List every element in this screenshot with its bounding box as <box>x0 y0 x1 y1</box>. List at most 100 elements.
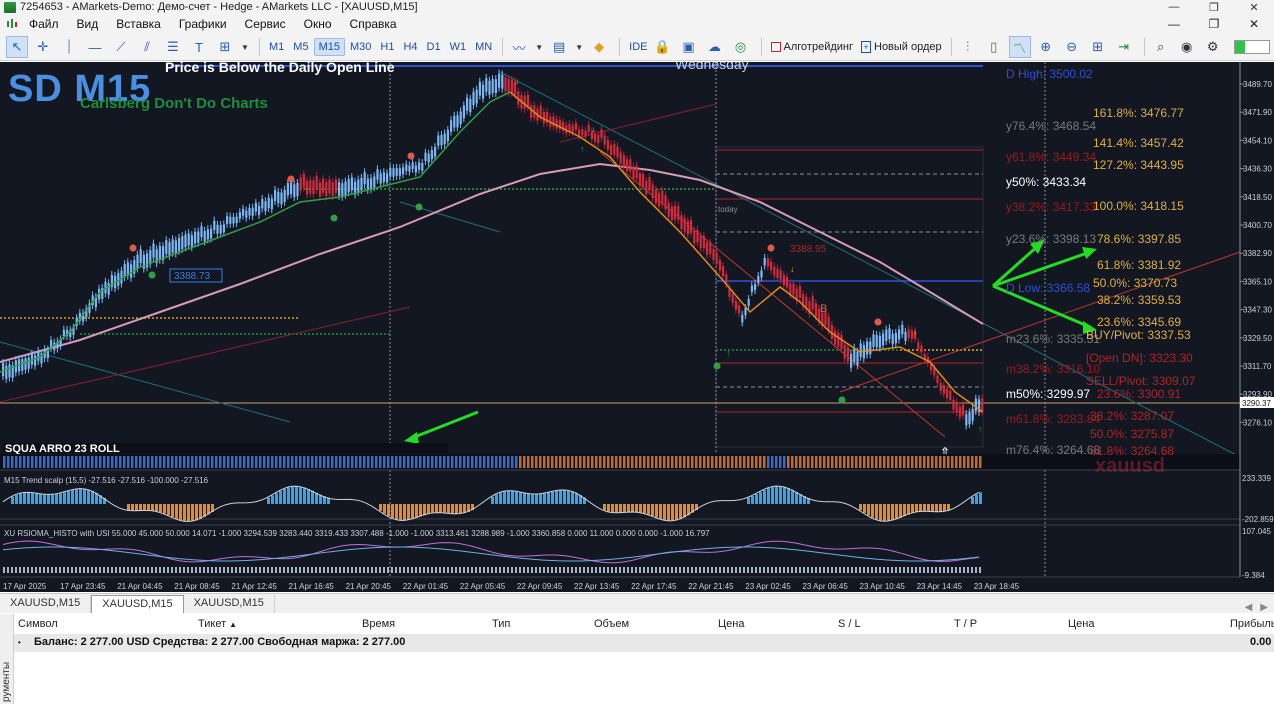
vertical-line-icon[interactable]: ⏐ <box>65 39 73 54</box>
trend-bar-segment <box>195 456 198 468</box>
bar-chart-icon[interactable]: ⫶ <box>966 39 970 54</box>
timeframe-m5[interactable]: M5 <box>293 41 309 53</box>
search-icon[interactable]: ⌕ <box>1157 39 1165 54</box>
column-profit[interactable]: Прибыль <box>1230 618 1274 630</box>
indicator2-bar <box>151 567 153 573</box>
templates-icon[interactable]: ▤ <box>553 39 566 54</box>
indicator2-bar <box>723 567 725 573</box>
indicator1-bar <box>391 504 394 518</box>
new-order-button[interactable]: + Новый ордер <box>857 39 946 55</box>
autoscroll-icon[interactable]: ⇥ <box>1118 39 1130 54</box>
timeframe-w1[interactable]: W1 <box>449 41 467 53</box>
menu-insert[interactable]: Вставка <box>116 17 161 31</box>
timeframe-m1[interactable]: M1 <box>269 41 285 53</box>
trend-bar-segment <box>259 456 262 468</box>
minimize-icon[interactable]: — <box>1168 1 1180 13</box>
templates-dropdown-icon[interactable]: ▼ <box>575 42 584 52</box>
sell-arrow-icon: ↓ <box>591 124 596 134</box>
menu-file[interactable]: Файл <box>29 17 59 31</box>
indicator1-bar <box>659 504 662 519</box>
column-symbol[interactable]: Символ <box>18 618 58 630</box>
lock-icon[interactable]: 🔒 <box>654 39 671 54</box>
trend-bar-segment <box>43 456 46 468</box>
vps-icon[interactable]: ◎ <box>734 39 747 54</box>
candle-body <box>786 276 789 288</box>
indicator1-bar <box>131 504 134 511</box>
time-axis-tick: 23 Apr 18:45 <box>974 582 1020 591</box>
candle-body <box>69 330 72 338</box>
indicators-icon[interactable]: 〰 <box>512 40 526 56</box>
timeframe-m30[interactable]: M30 <box>349 41 372 53</box>
trend-bar-segment <box>51 456 54 468</box>
balance-row[interactable]: • Баланс: 2 277.00 USD Средства: 2 277.0… <box>14 634 1274 652</box>
buy-arrow-icon: ↑ <box>580 144 585 154</box>
text-tool-icon[interactable]: T <box>195 39 203 55</box>
timeframe-h1[interactable]: H1 <box>380 41 395 53</box>
child-close-icon[interactable]: ✕ <box>1248 17 1260 31</box>
column-price[interactable]: Цена <box>718 618 745 630</box>
candle-body <box>482 84 485 99</box>
trend-bar-segment <box>763 456 766 468</box>
chart-tab[interactable]: XAUUSD,M15 <box>184 595 275 613</box>
channel-icon[interactable]: ⫽ <box>144 39 150 54</box>
timeframe-m15[interactable]: M15 <box>313 38 345 56</box>
child-minimize-icon[interactable]: — <box>1168 17 1180 31</box>
column-type[interactable]: Тип <box>492 618 511 630</box>
shapes-icon[interactable]: ⊞ <box>219 39 231 54</box>
menu-view[interactable]: Вид <box>76 17 99 31</box>
timeframe-mn[interactable]: MN <box>475 41 493 53</box>
cursor-icon[interactable]: ↖ <box>6 36 28 58</box>
fibonacci-icon[interactable]: ☰ <box>167 39 179 54</box>
trend-bar-segment <box>539 456 542 468</box>
column-volume[interactable]: Объем <box>594 618 630 630</box>
menu-service[interactable]: Сервис <box>244 17 286 31</box>
menu-help[interactable]: Справка <box>349 17 397 31</box>
horizontal-line-icon[interactable]: — <box>88 39 102 55</box>
price-chart[interactable]: ↓ ↓ ↓ ↓ ↑ ↑ ↑ B ⇧ 3388.73 3388.95 today <box>0 62 1274 592</box>
column-ticket[interactable]: Тикет ▲ <box>198 618 237 630</box>
candle-chart-icon[interactable]: ▯ <box>990 39 998 54</box>
column-tp[interactable]: T / P <box>954 618 978 630</box>
timeframe-d1[interactable]: D1 <box>426 41 441 53</box>
palette-icon[interactable]: ◆ <box>594 39 605 54</box>
line-chart-icon[interactable]: 〽 <box>1008 36 1031 58</box>
settings-icon[interactable]: ⚙ <box>1206 39 1219 54</box>
zoom-in-icon[interactable]: ⊕ <box>1040 39 1052 54</box>
indicator1-bar <box>663 504 666 521</box>
indicator1-bar <box>859 504 862 511</box>
menu-window[interactable]: Окно <box>303 17 332 31</box>
ide-button[interactable]: IDE <box>629 41 648 53</box>
candle-body <box>930 363 933 371</box>
candle-body <box>219 225 222 234</box>
candle-body <box>59 339 62 346</box>
child-restore-icon[interactable]: ❐ <box>1208 17 1220 31</box>
chart-tab[interactable]: XAUUSD,M15 <box>0 595 92 613</box>
candle-body <box>62 329 65 337</box>
toolbox-side-tab[interactable]: рументы <box>0 614 14 704</box>
candle-body <box>427 153 430 163</box>
indicator2-bar <box>215 567 217 573</box>
menu-charts[interactable]: Графики <box>178 17 227 31</box>
trend-line-icon[interactable]: ⟋ <box>116 39 126 54</box>
crosshair-icon[interactable]: ✛ <box>37 39 49 54</box>
restore-icon[interactable]: ❐ <box>1209 1 1219 14</box>
column-current-price[interactable]: Цена <box>1068 618 1095 630</box>
indicators-dropdown-icon[interactable]: ▼ <box>535 42 544 52</box>
candle-body <box>878 335 881 348</box>
shapes-dropdown-icon[interactable]: ▼ <box>241 42 249 52</box>
account-icon[interactable]: ◉ <box>1180 39 1193 54</box>
market-icon[interactable]: ▣ <box>682 39 695 54</box>
column-sl[interactable]: S / L <box>838 618 861 630</box>
zoom-out-icon[interactable]: ⊖ <box>1066 39 1078 54</box>
timeframe-h4[interactable]: H4 <box>403 41 418 53</box>
tab-scroll-right-icon[interactable]: ▶ <box>1260 602 1268 613</box>
tab-scroll-left-icon[interactable]: ◀ <box>1244 602 1253 613</box>
indicator1-bar <box>175 504 178 519</box>
algotrading-button[interactable]: Алготрейдинг <box>767 39 857 55</box>
close-icon[interactable]: ✕ <box>1249 1 1259 14</box>
column-time[interactable]: Время <box>362 618 396 630</box>
chart-menu-icon[interactable] <box>4 17 20 31</box>
chart-tab-active[interactable]: XAUUSD,M15 <box>91 595 184 613</box>
tile-windows-icon[interactable]: ⊞ <box>1092 39 1104 54</box>
cloud-icon[interactable]: ☁ <box>708 39 722 54</box>
